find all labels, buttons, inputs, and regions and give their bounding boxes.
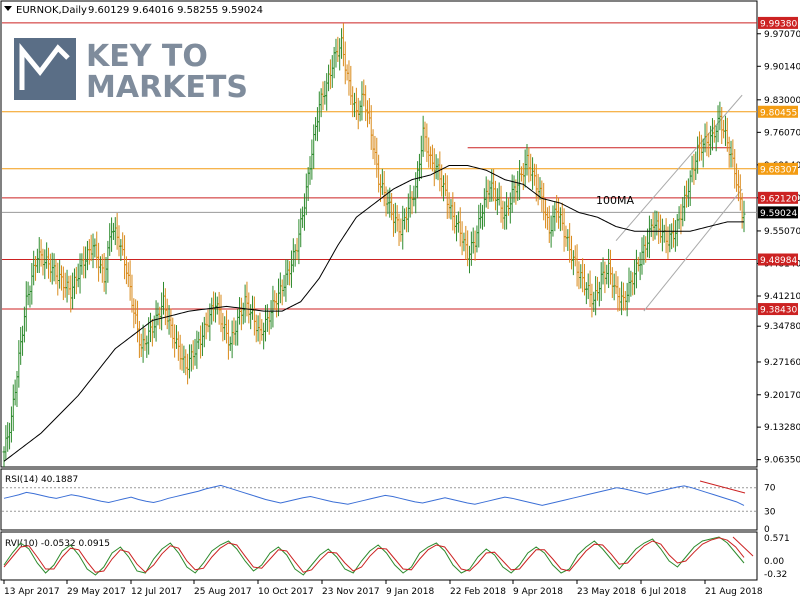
price-panel-frame (0, 0, 758, 468)
dropdown-triangle-icon[interactable] (4, 6, 12, 11)
channel-lower-line (643, 188, 743, 312)
price-tick-label: 9.20170 (764, 391, 800, 401)
level-badge (758, 253, 798, 266)
level-badges: 9.99380 9.80455 9.68307 9.62120 9.48984 9.384… (758, 16, 798, 316)
price-tick-label: 9.27160 (764, 358, 800, 368)
ma-line (3, 165, 744, 462)
price-tick-label: 9.90140 (764, 62, 800, 72)
time-tick-label: 9 Apr 2018 (513, 587, 563, 597)
price-tick-label: 9.76070 (764, 128, 800, 138)
rsi-tick-label: 70 (764, 484, 776, 494)
rvi-title: RVI(10) -0.0532 0.0915 (5, 539, 110, 549)
time-tick-label: 6 Jul 2018 (641, 587, 686, 597)
level-badge (758, 303, 798, 316)
level-badge-label: 9.99380 (760, 19, 797, 29)
level-badge (758, 191, 798, 204)
rsi-tick-label: 30 (764, 507, 776, 517)
rvi-tick-label: -0.32 (764, 570, 787, 580)
current-price-label: 9.59024 (760, 209, 797, 219)
time-tick-label: 13 Apr 2017 (4, 587, 60, 597)
price-tick-label: 9.55070 (764, 227, 800, 237)
price-tick-label: 9.83000 (764, 96, 800, 106)
rsi-title: RSI(14) 40.1887 (5, 475, 78, 485)
price-tick-label: 9.13280 (764, 423, 800, 433)
rsi-line (3, 484, 745, 506)
rsi-panel-frame (0, 468, 758, 531)
price-tick-label: 9.41210 (764, 292, 800, 302)
rsi-indicator: 70 30 0 (2, 480, 776, 535)
key-to-markets-logo: KEY TO MARKETS (14, 38, 248, 105)
rsi-divergence-line (699, 480, 746, 494)
level-badge (758, 16, 798, 29)
rsi-tick-label: 0 (764, 525, 770, 535)
level-badge-label: 9.48984 (760, 256, 797, 266)
level-badge-label: 9.80455 (760, 108, 797, 118)
ma-annotation: 100MA (596, 194, 634, 207)
price-tick-label: 9.97070 (764, 30, 800, 40)
logo-line1: KEY TO (86, 39, 208, 74)
rvi-signal-line (3, 537, 745, 573)
rvi-panel-frame (0, 531, 758, 581)
logo-line2: MARKETS (86, 70, 248, 105)
level-badge-label: 9.68307 (760, 165, 797, 175)
price-tick-label: 9.34780 (764, 322, 800, 332)
level-badge-label: 9.38430 (760, 306, 797, 316)
channel-upper-line (615, 94, 743, 241)
rvi-tick-label: 0.571 (764, 534, 790, 544)
time-tick-label: 22 Feb 2018 (450, 587, 506, 597)
trend-channel (615, 94, 743, 312)
time-tick-label: 23 Nov 2017 (322, 587, 380, 597)
ohlc-values: 9.60129 9.64016 9.58255 9.59024 (88, 5, 263, 16)
time-tick-label: 9 Jan 2018 (386, 587, 434, 597)
horizontal-levels (2, 22, 757, 310)
rvi-divergence-line (732, 536, 754, 557)
time-tick-label: 29 May 2017 (67, 587, 126, 597)
moving-average (3, 165, 744, 462)
time-tick-label: 21 Aug 2018 (705, 587, 763, 597)
rvi-tick-label: 0.00 (764, 557, 784, 567)
time-axis: 13 Apr 2017 29 May 2017 12 Jul 2017 25 Aug … (3, 580, 763, 597)
level-badge-label: 9.62120 (760, 194, 797, 204)
symbol-label: EURNOK,Daily (16, 5, 87, 16)
level-badge (758, 105, 798, 118)
time-tick-label: 23 May 2018 (577, 587, 636, 597)
time-tick-label: 25 Aug 2017 (194, 587, 252, 597)
time-tick-label: 12 Jul 2017 (131, 587, 182, 597)
level-badge (758, 162, 798, 175)
rvi-main-line (3, 536, 745, 576)
price-tick-label: 9.06350 (764, 456, 800, 466)
rvi-indicator: 0.571 0.00 -0.32 (3, 534, 790, 580)
current-price-badge (758, 206, 798, 219)
time-tick-label: 10 Oct 2017 (258, 587, 314, 597)
